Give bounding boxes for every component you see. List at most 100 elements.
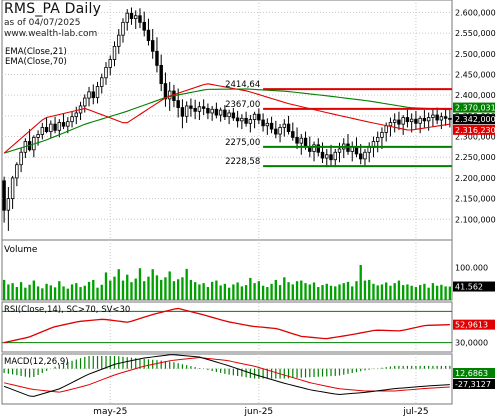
candle-body — [193, 108, 197, 112]
volume-bar — [130, 282, 133, 300]
candle — [422, 110, 427, 129]
candle-body — [329, 154, 333, 161]
candle-body — [15, 164, 19, 179]
candle-body — [218, 109, 223, 116]
last-value-tag: 2.342,000 — [453, 114, 496, 125]
candle — [6, 187, 11, 231]
last-value-tag-text: 2.342,000 — [455, 115, 496, 124]
volume-bar — [96, 287, 99, 300]
candle-body — [414, 118, 418, 124]
candle — [150, 28, 155, 59]
candle-body — [108, 59, 112, 68]
volume-bar — [418, 285, 422, 300]
volume-bar — [45, 283, 48, 300]
candle — [431, 109, 435, 127]
volume-bar — [223, 283, 227, 300]
volume-bar — [427, 287, 430, 300]
volume-bar — [372, 283, 375, 300]
candle — [134, 10, 138, 29]
candle — [10, 175, 15, 209]
volume-bar — [19, 282, 23, 300]
volume-bar — [36, 286, 40, 300]
candle-body — [248, 119, 253, 124]
volume-bar — [304, 283, 307, 300]
candle-body — [138, 15, 142, 23]
volume-bar — [351, 286, 354, 300]
candle-body — [91, 91, 95, 99]
volume-bar — [75, 283, 78, 300]
price-y-tick-label: 2.400,000 — [455, 91, 496, 100]
candle — [282, 119, 287, 137]
price-y-tick-label: 2.600,000 — [455, 8, 496, 17]
candle — [91, 84, 95, 105]
candle-body — [397, 119, 401, 125]
candle-body — [10, 177, 15, 200]
volume-bar — [58, 281, 61, 300]
volume-bar — [62, 286, 65, 300]
volume-bar — [219, 285, 222, 300]
candle-body — [155, 50, 159, 66]
candle-body — [269, 122, 274, 130]
as-of-date: as of 04/07/2025 — [4, 18, 81, 28]
candle-body — [333, 151, 337, 161]
price-level-label: 2367,00 — [225, 100, 260, 110]
macd-last-tag-text: 12,6863 — [455, 369, 488, 378]
candle-body — [2, 180, 6, 211]
candle — [231, 108, 236, 121]
volume-bar — [300, 280, 303, 300]
price-y-tick-label: 2.200,000 — [455, 174, 496, 183]
price-y-tick-label: 2.500,000 — [455, 50, 496, 59]
candle — [104, 62, 108, 85]
candle-body — [257, 113, 261, 121]
volume-bar — [308, 284, 311, 300]
volume-bar — [253, 283, 256, 300]
panel-frame-rsi — [1, 301, 453, 353]
candle — [333, 148, 337, 168]
macd-line — [3, 354, 450, 397]
volume-bar — [249, 277, 252, 300]
volume-bar — [83, 285, 86, 300]
volume-bar — [368, 279, 371, 300]
volume-bar — [206, 287, 210, 300]
volume-bar — [346, 281, 350, 300]
candle-body — [435, 114, 439, 121]
candle — [392, 113, 397, 133]
candle — [261, 113, 265, 132]
volume-bar — [168, 271, 171, 300]
volume-bar — [210, 281, 214, 300]
candle-body — [49, 123, 53, 132]
rsi-last-tag-text: 52,9613 — [455, 321, 488, 330]
candle — [401, 115, 405, 135]
candle-body — [363, 151, 367, 160]
volume-bar — [397, 280, 401, 300]
candle — [240, 114, 244, 130]
candle-body — [150, 40, 155, 52]
volume-y-tick-label: 100.000 — [455, 264, 488, 273]
volume-bar — [160, 279, 163, 300]
volume-bar — [70, 284, 74, 300]
candle — [265, 118, 270, 135]
volume-bar — [41, 288, 44, 300]
candle-body — [439, 116, 444, 121]
volume-bar — [423, 283, 426, 300]
volume-bar — [410, 285, 413, 300]
candle-body — [320, 151, 325, 159]
candle-body — [53, 123, 57, 131]
last-value-tag-text: 2.370,031 — [455, 104, 496, 113]
candle-body — [261, 119, 265, 127]
volume-bar — [100, 284, 103, 300]
candle — [244, 111, 248, 127]
candle-body — [163, 83, 168, 100]
volume-bar — [329, 285, 333, 300]
candle — [439, 112, 444, 130]
candle — [375, 131, 380, 153]
candle — [227, 109, 231, 125]
candle-body — [274, 128, 278, 135]
candle-body — [367, 146, 371, 153]
volume-bar — [283, 277, 286, 300]
price-y-tick-label: 2.150,000 — [455, 195, 496, 204]
volume-last-tag-text: 41.562 — [455, 283, 483, 292]
volume-bar — [172, 281, 176, 300]
candle-body — [180, 107, 185, 117]
candle — [214, 102, 219, 119]
